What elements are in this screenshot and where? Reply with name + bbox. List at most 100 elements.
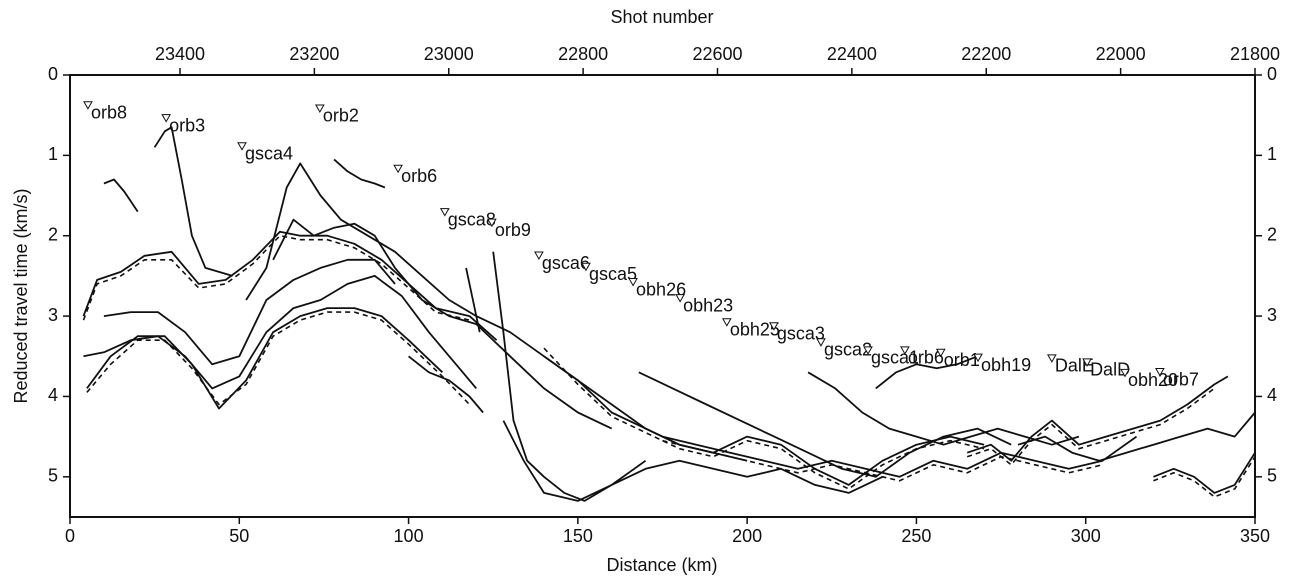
station-label: gsca2 [824, 340, 872, 360]
dashed-trace [82, 234, 470, 321]
trace [82, 230, 498, 341]
trace [408, 355, 484, 414]
station-marker [534, 251, 544, 261]
station-label: obh20 [1128, 370, 1178, 390]
y-tick-label: 2 [48, 224, 58, 244]
station-label: gsca8 [448, 209, 496, 229]
station-marker [863, 346, 873, 355]
dashed-trace [543, 347, 985, 490]
station-label: DalD [1090, 360, 1130, 380]
trace [638, 371, 1012, 478]
dashed-trace [86, 311, 471, 406]
station-label: gsca4 [245, 143, 293, 163]
y2-tick-label: 3 [1267, 305, 1277, 325]
trace [662, 435, 1138, 478]
station-label: orb6 [401, 166, 437, 186]
station-label: orb8 [91, 102, 127, 122]
station-marker [1082, 358, 1092, 367]
y-tick-label: 1 [48, 144, 58, 164]
x-tick-label: 200 [732, 526, 762, 546]
trace [245, 162, 748, 462]
trace [333, 158, 386, 189]
station-marker [486, 218, 497, 228]
x-tick-label: 50 [229, 526, 249, 546]
trace [103, 258, 396, 366]
dashed-trace [1153, 456, 1256, 498]
trace [492, 251, 647, 502]
y-axis-label: Reduced travel time (km/s) [11, 188, 31, 403]
station-label: gsca6 [542, 253, 590, 273]
station-marker [816, 338, 826, 347]
y-tick-label: 3 [48, 305, 58, 325]
station-marker [315, 104, 325, 113]
trace [465, 267, 481, 333]
station-label: orb1 [944, 350, 980, 370]
station-marker [1120, 368, 1130, 378]
station-marker [83, 101, 93, 110]
dashed-trace [662, 439, 1103, 482]
x-tick-label: 0 [65, 526, 75, 546]
y2-tick-label: 1 [1267, 144, 1277, 164]
x-axis-label: Distance (km) [606, 555, 717, 575]
station-label: orb7 [1163, 369, 1199, 389]
station-marker [581, 262, 591, 272]
station-marker [237, 142, 247, 151]
x-tick-label: 300 [1071, 526, 1101, 546]
trace [543, 355, 985, 486]
dashed-trace [966, 387, 1215, 466]
station-label: obh23 [683, 295, 733, 315]
trace [86, 307, 444, 410]
station-label: gsca5 [589, 264, 637, 284]
trace [153, 126, 233, 277]
station-marker [973, 353, 983, 363]
trace [807, 371, 1080, 446]
station-marker [769, 322, 779, 331]
station-label: obh26 [636, 279, 686, 299]
station-label: gsca1 [871, 348, 919, 368]
y2-tick-label: 4 [1267, 385, 1277, 405]
top-tick-label: 22400 [827, 44, 877, 64]
trace [272, 218, 613, 430]
y2-tick-label: 0 [1267, 64, 1277, 84]
plot-frame [69, 74, 1256, 518]
top-tick-label: 23200 [289, 44, 339, 64]
station-marker [1154, 368, 1165, 377]
station-label: obh25 [730, 319, 780, 339]
station-marker [935, 348, 946, 358]
station-label: orb9 [495, 220, 531, 240]
top-axis-label: Shot number [610, 7, 713, 27]
trace [1153, 452, 1256, 494]
trace [83, 275, 477, 390]
station-label: obh19 [981, 355, 1031, 375]
station-marker [161, 114, 172, 123]
station-label: gsca3 [777, 323, 825, 343]
top-tick-label: 22600 [692, 44, 742, 64]
trace [103, 178, 139, 213]
y-tick-label: 5 [48, 466, 58, 486]
trace [1017, 411, 1256, 462]
station-marker [675, 294, 685, 303]
y2-tick-label: 2 [1267, 224, 1277, 244]
station-marker [439, 208, 450, 217]
trace [502, 420, 883, 502]
station-label: orb6 [908, 348, 944, 368]
station-marker [1046, 354, 1057, 363]
x-tick-label: 250 [901, 526, 931, 546]
top-tick-label: 22000 [1096, 44, 1146, 64]
x-tick-label: 350 [1240, 526, 1270, 546]
top-tick-label: 22200 [961, 44, 1011, 64]
x-tick-label: 100 [394, 526, 424, 546]
y2-tick-label: 5 [1267, 466, 1277, 486]
x-tick-label: 150 [563, 526, 593, 546]
station-marker [721, 318, 732, 327]
y-tick-label: 4 [48, 385, 58, 405]
top-tick-label: 22800 [558, 44, 608, 64]
y-tick-label: 0 [48, 64, 58, 84]
station-marker [900, 346, 910, 355]
top-tick-label: 23400 [155, 44, 205, 64]
station-label: orb2 [323, 106, 359, 126]
trace [875, 355, 978, 390]
top-tick-label: 21800 [1230, 44, 1280, 64]
station-marker [393, 164, 403, 174]
